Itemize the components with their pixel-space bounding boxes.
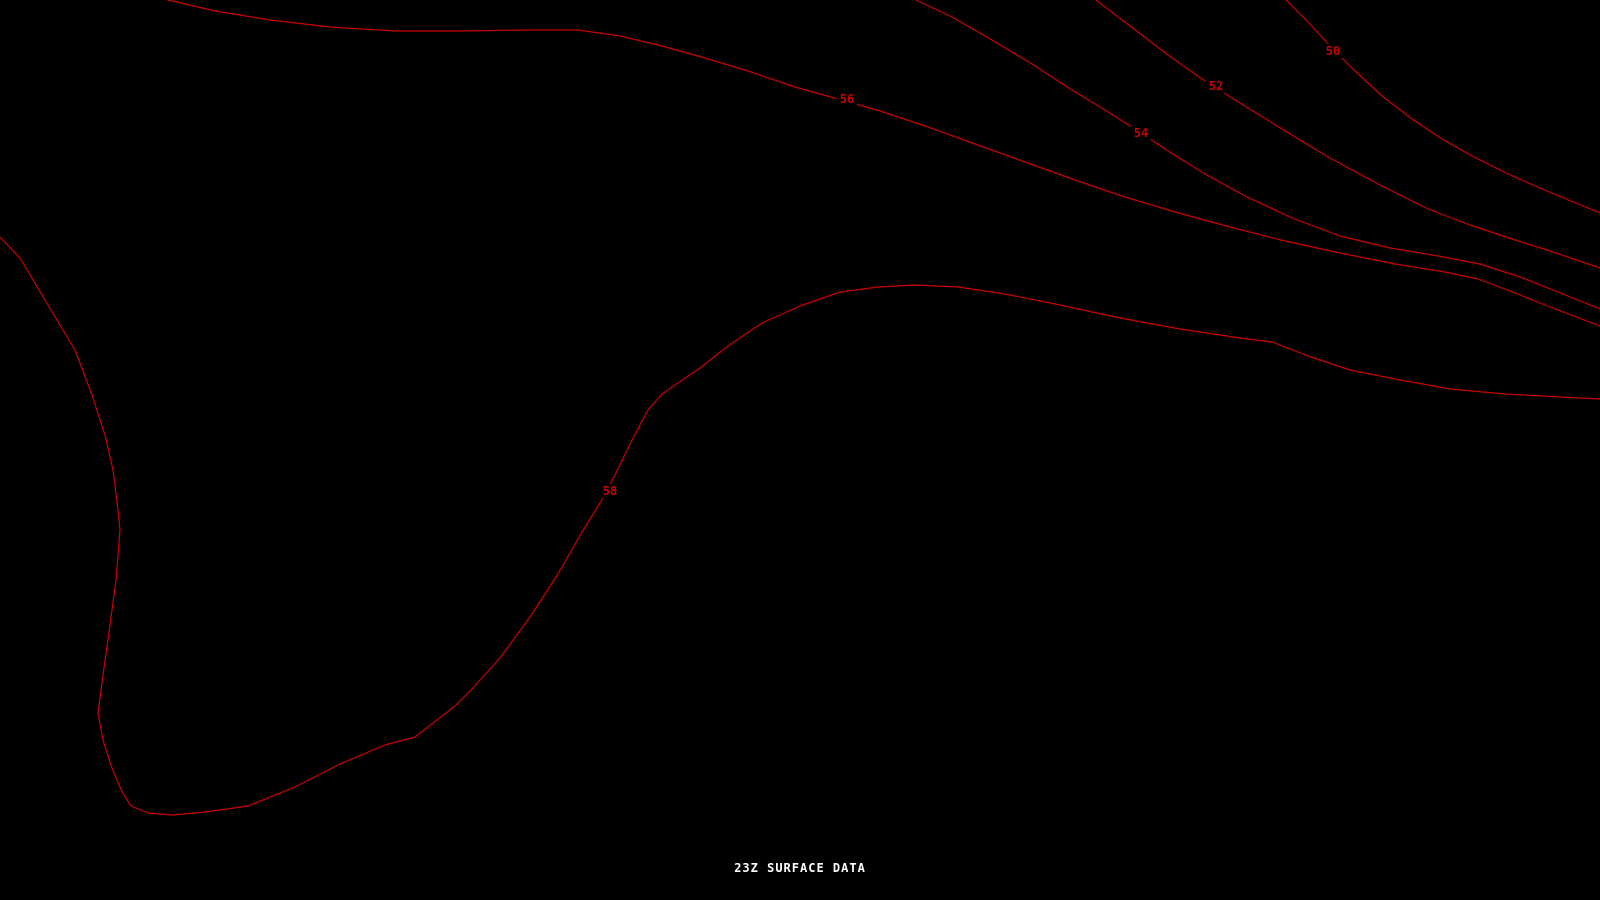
contour-label-58: 58 xyxy=(599,484,621,498)
contour-line-54 xyxy=(915,0,1600,310)
contour-label-52: 52 xyxy=(1205,79,1227,93)
contour-label-50: 50 xyxy=(1322,44,1344,58)
contour-line-58 xyxy=(0,236,1600,816)
chart-title: 23Z SURFACE DATA xyxy=(734,861,866,875)
contour-label-54: 54 xyxy=(1130,126,1152,140)
contour-label-56: 56 xyxy=(836,92,858,106)
contour-line-52 xyxy=(1095,0,1600,269)
contour-line-56 xyxy=(167,0,1600,327)
contour-line-50 xyxy=(1285,0,1600,214)
